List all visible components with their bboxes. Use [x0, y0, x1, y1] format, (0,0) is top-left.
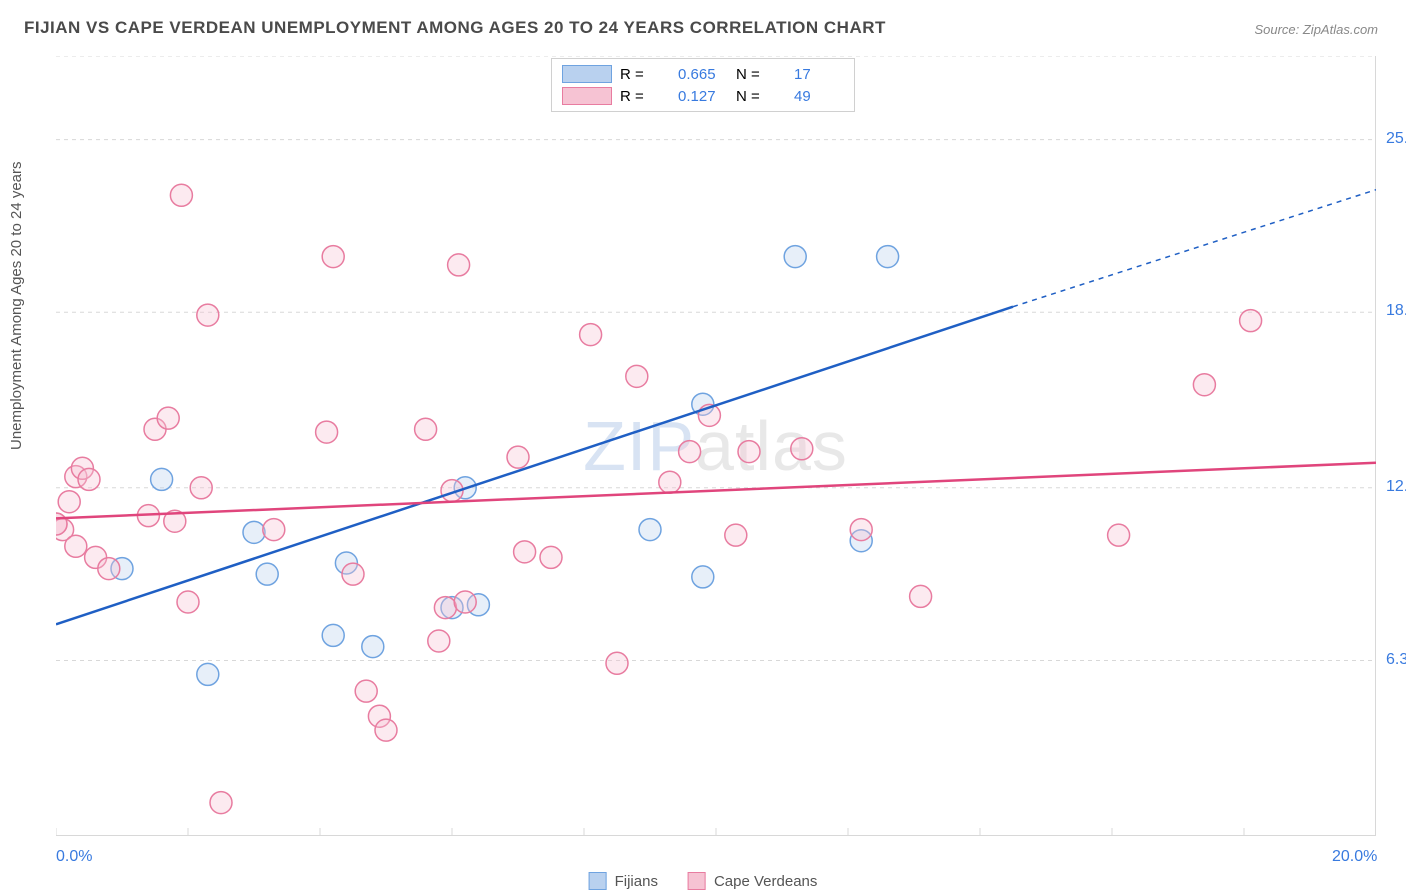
correlation-legend: R = 0.665 N = 17 R = 0.127 N = 49 [551, 58, 855, 112]
legend-series-item: Fijians [589, 872, 658, 890]
y-tick-label: 25.0% [1386, 130, 1406, 148]
legend-swatch [688, 872, 706, 890]
legend-series-label: Fijians [615, 873, 658, 890]
legend-correlation-row: R = 0.665 N = 17 [562, 63, 844, 85]
r-label: R = [620, 66, 670, 83]
legend-swatch [562, 87, 612, 105]
legend-swatch [562, 65, 612, 83]
x-tick-label: 20.0% [1332, 848, 1377, 866]
legend-swatch [589, 872, 607, 890]
chart-title: FIJIAN VS CAPE VERDEAN UNEMPLOYMENT AMON… [24, 18, 886, 38]
legend-correlation-row: R = 0.127 N = 49 [562, 85, 844, 107]
y-tick-label: 6.3% [1386, 651, 1406, 669]
r-label: R = [620, 88, 670, 105]
y-tick-label: 12.5% [1386, 478, 1406, 496]
y-tick-label: 18.8% [1386, 302, 1406, 320]
n-value: 49 [794, 88, 844, 105]
n-label: N = [736, 88, 786, 105]
chart-source: Source: ZipAtlas.com [1254, 22, 1378, 37]
series-legend: Fijians Cape Verdeans [589, 872, 818, 890]
legend-series-item: Cape Verdeans [688, 872, 817, 890]
y-axis-label: Unemployment Among Ages 20 to 24 years [8, 161, 25, 450]
n-value: 17 [794, 66, 844, 83]
n-label: N = [736, 66, 786, 83]
legend-series-label: Cape Verdeans [714, 873, 817, 890]
r-value: 0.665 [678, 66, 728, 83]
scatter-svg [56, 56, 1376, 836]
chart-plot-area: ZIPatlas [56, 56, 1376, 836]
r-value: 0.127 [678, 88, 728, 105]
x-tick-label: 0.0% [56, 848, 92, 866]
